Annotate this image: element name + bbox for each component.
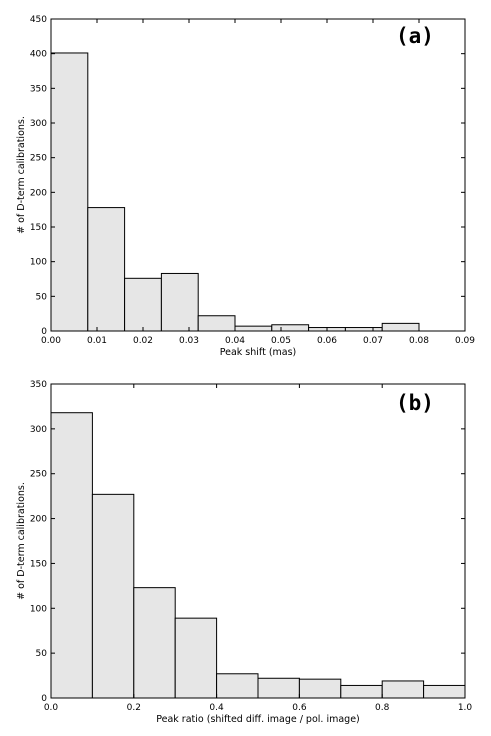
panel-a-x-axis-label: Peak shift (mas) [220, 347, 297, 358]
panel-b-xtick-label-3: 0.6 [292, 703, 307, 713]
panel-a-xtick-label-3: 0.03 [179, 336, 199, 346]
panel-b-ytick-label-5: 250 [30, 470, 47, 480]
panel-a-bar-4 [197, 315, 236, 332]
panel-b-x-tick-labels: 0.0 0.2 0.4 0.6 0.8 1.0 [44, 703, 473, 713]
panel-b-y-tick-labels: 0 50 100 150 200 250 300 350 [30, 380, 47, 704]
panel-a-ytick-label-5: 250 [30, 154, 47, 164]
panel-a-ytick-label-7: 350 [30, 84, 47, 94]
panel-b-label: (b) [396, 391, 434, 415]
panel-a-xtick-label-1: 0.01 [87, 336, 107, 346]
panel-a-bar-8 [344, 327, 383, 332]
panel-b-bar-1 [91, 493, 135, 699]
panel-b-y-axis-label: # of D-term calibrations. [16, 482, 27, 600]
panel-b-xtick-label-0: 0.0 [44, 703, 59, 713]
panel-a-xtick-label-8: 0.08 [409, 336, 429, 346]
panel-b-bars [50, 412, 466, 699]
panel-b-xtick-label-2: 0.4 [209, 703, 224, 713]
panel-b-bar-9 [423, 684, 466, 699]
panel-b-bar-2 [133, 587, 176, 699]
panel-a-x-tick-labels: 0.00 0.01 0.02 0.03 0.04 0.05 0.06 0.07 0.08 0.09 [41, 336, 475, 346]
panel-b-ytick-label-0: 0 [41, 694, 47, 704]
panel-a-y-tick-labels: 0 50 100 150 200 250 300 350 400 450 [30, 15, 47, 337]
panel-a-label: (a) [396, 24, 434, 48]
panel-a-xtick-label-5: 0.05 [271, 336, 291, 346]
panel-b-bar-4 [216, 673, 259, 699]
panel-b-bar-7 [340, 684, 383, 699]
panel-b-x-axis-label: Peak ratio (shifted diff. image / pol. i… [156, 714, 360, 725]
panel-a-bars [50, 52, 420, 332]
panel-b-xtick-label-5: 1.0 [458, 703, 473, 713]
panel-a-xtick-label-2: 0.02 [133, 336, 153, 346]
panel-a-frame [50, 18, 466, 332]
panel-b-bar-0 [50, 412, 93, 699]
panel-a-ytick-label-1: 50 [36, 292, 48, 302]
panel-a: 0.00 0.01 0.02 0.03 0.04 0.05 0.06 0.07 0.08 0.09… [16, 15, 475, 358]
panel-b-ytick-label-6: 300 [30, 425, 47, 435]
panel-b-ytick-label-1: 50 [36, 649, 48, 659]
panel-a-bar-1 [87, 207, 126, 332]
panel-a-xtick-label-0: 0.00 [41, 336, 61, 346]
panel-b-frame [50, 383, 466, 699]
panel-a-bar-2 [124, 277, 162, 332]
panel-b-ytick-label-4: 200 [30, 515, 47, 525]
panel-a-xtick-label-7: 0.07 [363, 336, 383, 346]
panel-b-ticks [50, 383, 466, 699]
panel-b-bar-5 [257, 677, 300, 699]
panel-a-bar-6 [271, 324, 310, 332]
panel-a-ytick-label-3: 150 [30, 223, 47, 233]
panel-b-bar-6 [298, 678, 342, 699]
panel-a-ticks [50, 18, 466, 332]
panel-b-ytick-label-7: 350 [30, 380, 47, 390]
panel-a-bar-9 [381, 322, 420, 332]
panel-a-bar-5 [234, 325, 273, 332]
panel-a-ytick-label-6: 300 [30, 119, 47, 129]
panel-a-ytick-label-0: 0 [41, 327, 47, 337]
panel-a-xtick-label-4: 0.04 [225, 336, 245, 346]
panel-a-bar-0 [50, 52, 89, 332]
panel-b: 0.0 0.2 0.4 0.6 0.8 1.0 0 50 100 150 200 250 300 350… [16, 380, 472, 725]
panel-a-y-axis-label: # of D-term calibrations. [16, 116, 27, 234]
panel-a-bar-3 [160, 272, 199, 332]
panel-b-bar-3 [174, 617, 218, 699]
panel-b-bar-8 [381, 680, 425, 699]
panel-b-ytick-label-3: 150 [30, 559, 47, 569]
panel-a-ytick-label-2: 100 [30, 258, 47, 268]
panel-b-xtick-label-4: 0.8 [375, 703, 390, 713]
panel-b-ytick-label-2: 100 [30, 604, 47, 614]
panel-a-ytick-label-4: 200 [30, 188, 47, 198]
panel-a-ytick-label-9: 450 [30, 15, 47, 25]
panel-a-ytick-label-8: 400 [30, 50, 47, 60]
panel-a-xtick-label-6: 0.06 [317, 336, 337, 346]
panel-a-xtick-label-9: 0.09 [455, 336, 475, 346]
panel-b-xtick-label-1: 0.2 [127, 703, 141, 713]
